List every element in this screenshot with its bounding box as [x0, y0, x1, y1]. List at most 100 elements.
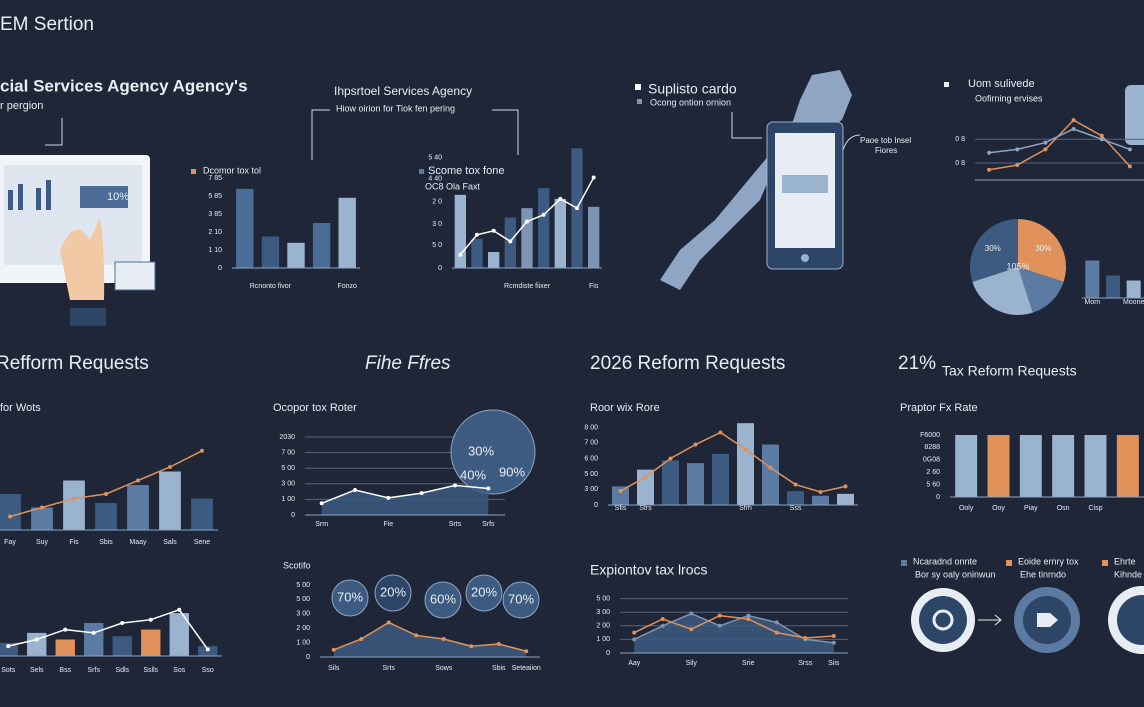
- icon: [919, 596, 967, 644]
- line-dot: [743, 447, 748, 452]
- legend-swatch: [419, 169, 424, 174]
- bar: [112, 636, 132, 656]
- chart-title: Refform Requests: [0, 353, 149, 374]
- bar: [169, 613, 189, 656]
- x-tick-label: Sslls: [143, 667, 158, 674]
- header: EM Sertion: [0, 14, 94, 35]
- pie-slice: [1018, 219, 1067, 282]
- bar: [1019, 435, 1042, 497]
- x-tick-label: Fie: [383, 521, 393, 528]
- line-dot: [541, 212, 546, 217]
- bar: [521, 208, 533, 268]
- phone-chart: [782, 175, 828, 193]
- line: [620, 431, 846, 493]
- y-tick-label: 0: [936, 494, 940, 501]
- line-dot: [63, 627, 68, 632]
- line-dot: [319, 501, 324, 506]
- y-tick-label: 5 85: [208, 193, 222, 200]
- bar: [454, 194, 466, 268]
- phone-note: Fiores: [875, 146, 897, 155]
- y-tick-label: 2 00: [296, 625, 310, 632]
- line-dot: [508, 239, 513, 244]
- bar: [1084, 435, 1107, 497]
- annotation: 21%: [898, 353, 936, 374]
- line-dot: [717, 613, 722, 618]
- line-dot: [660, 617, 665, 621]
- chart-title: Scome tox fone: [428, 165, 504, 177]
- x-tick-label: Mom: [1085, 299, 1101, 306]
- phone-button: [801, 254, 809, 262]
- map-title: Suplisto cardo: [648, 81, 737, 97]
- y-tick-label: 3 00: [584, 486, 598, 493]
- bar: [0, 642, 18, 656]
- y-tick-label: 5 00: [296, 582, 310, 589]
- line-dot: [453, 483, 457, 488]
- line-dot: [768, 465, 773, 470]
- x-tick-label: Suy: [36, 539, 49, 546]
- y-tick-label: 1 10: [208, 247, 222, 254]
- x-tick-label: Bss: [59, 667, 71, 674]
- y-tick-label: 3 00: [296, 611, 310, 618]
- y-tick-label: 3 0: [432, 221, 442, 228]
- x-tick-label: Sfrs: [639, 505, 652, 512]
- line-dot: [177, 607, 182, 612]
- x-tick-label: Srie: [742, 660, 755, 667]
- legend-swatch: [191, 169, 196, 174]
- bar: [687, 463, 704, 505]
- line-dot: [1043, 147, 1048, 152]
- y-tick-label: 5 60: [926, 481, 940, 488]
- x-tick-label: Srm: [315, 521, 328, 528]
- y-tick-label: 0: [306, 654, 310, 661]
- icon: [932, 609, 954, 631]
- annotation: 30%: [468, 443, 494, 458]
- x-tick-label: Sbis: [99, 539, 113, 546]
- line-dot: [8, 514, 12, 519]
- area-fill: [333, 622, 527, 657]
- line-dot: [643, 475, 648, 480]
- chart-title: Fihe Ffres: [365, 353, 451, 374]
- line-dot: [40, 505, 44, 510]
- bar: [554, 198, 566, 268]
- chart-subtitle: for Wots: [0, 402, 41, 414]
- y-tick-label: 1 00: [296, 639, 310, 646]
- bar: [1105, 275, 1121, 298]
- line-dot: [1015, 147, 1020, 152]
- annotation: 90%: [499, 464, 525, 479]
- x-tick-label: Sows: [435, 665, 453, 672]
- line-dot: [120, 621, 125, 625]
- annotation: 20%: [380, 584, 406, 599]
- chart-title: Dcomor tox tol: [203, 165, 261, 175]
- headline: cial Services Agency Agency's: [0, 76, 248, 95]
- line: [333, 621, 527, 652]
- legend-title: Ncaradnd onnte: [913, 556, 977, 566]
- legend-title: Eoide ernry tox: [1018, 556, 1079, 566]
- monitor-card: [80, 186, 128, 208]
- annotation: 40%: [460, 467, 486, 482]
- chart-subtitle: Roor wix Rore: [590, 402, 660, 414]
- bar: [1085, 260, 1100, 298]
- pie-center-label: 105%: [1006, 261, 1029, 271]
- y-tick-label: 0G08: [923, 457, 940, 464]
- line-dot: [632, 637, 637, 642]
- chart-subtitle: OC8 Ola Faxt: [425, 181, 481, 191]
- y-tick-label: 6 00: [584, 455, 598, 462]
- icon: [1037, 613, 1058, 627]
- line-dot: [987, 150, 992, 155]
- panel-title: Ihpsrtoel Services Agency: [334, 84, 472, 98]
- area-fill: [634, 613, 834, 653]
- bar: [588, 206, 600, 268]
- legend-sub: Kihnde: [1114, 569, 1142, 579]
- annotation: 70%: [508, 591, 534, 606]
- line-dot: [591, 175, 596, 180]
- line-dot: [496, 642, 501, 647]
- slice-label: 30%: [985, 244, 1001, 253]
- y-tick-label: 5 00: [281, 465, 295, 472]
- y-tick-label: 1 00: [281, 496, 295, 503]
- bar: [737, 423, 754, 505]
- area-fill: [321, 485, 489, 515]
- deco: [18, 184, 23, 210]
- x-tick-label: Cisp: [1088, 505, 1102, 512]
- bar: [31, 507, 53, 530]
- line-dot: [524, 649, 529, 654]
- bar: [471, 238, 483, 268]
